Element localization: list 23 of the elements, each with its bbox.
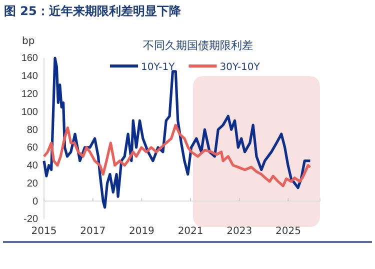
legend-label: 30Y-10Y bbox=[220, 62, 261, 73]
x-tick-label: 2019 bbox=[128, 226, 154, 237]
x-tick-label: 2017 bbox=[80, 226, 106, 237]
x-tick-label: 2025 bbox=[276, 226, 301, 237]
y-tick-label: 60 bbox=[26, 142, 38, 154]
y-tick-label: 0 bbox=[32, 196, 38, 208]
y-tick-label: 40 bbox=[26, 160, 38, 172]
y-tick-label: 100 bbox=[21, 106, 38, 118]
chart-subtitle: 不同久期国债期限利差 bbox=[143, 39, 253, 52]
x-tick-label: 2015 bbox=[31, 226, 57, 237]
y-tick-label: 160 bbox=[21, 53, 38, 64]
y-tick-label: -20 bbox=[24, 214, 38, 226]
y-tick-label: 120 bbox=[21, 88, 38, 100]
x-tick-label: 2023 bbox=[226, 226, 252, 237]
legend-label: 10Y-1Y bbox=[141, 62, 176, 73]
y-tick-label: 140 bbox=[21, 71, 38, 82]
y-tick-label: 20 bbox=[26, 178, 38, 190]
y-axis-title: bp bbox=[22, 36, 35, 47]
chart-title: 图 25：近年来期限利差明显下降 bbox=[4, 4, 182, 18]
x-tick-label: 2021 bbox=[178, 226, 204, 237]
line-series bbox=[42, 56, 312, 209]
y-tick-label: 80 bbox=[26, 124, 38, 136]
line-series bbox=[42, 124, 312, 188]
